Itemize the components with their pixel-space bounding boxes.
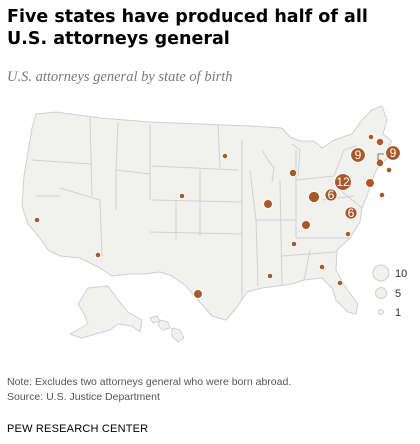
alaska [69, 285, 143, 339]
source-line: Source: U.S. Justice Department [7, 391, 160, 403]
bubble-maryland [365, 178, 375, 188]
value-label-pennsylvania: 12 [336, 175, 350, 189]
bubble-california [33, 216, 41, 224]
bubble-south-carolina [344, 230, 352, 238]
legend-circle-1 [378, 309, 384, 315]
state-borders [31, 117, 363, 300]
legend-label-10: 10 [395, 268, 407, 280]
bubble-ohio [308, 191, 320, 203]
bubble-texas [193, 289, 203, 299]
chart-title: Five states have produced half of all U.… [7, 7, 368, 49]
legend-label-5: 5 [395, 288, 401, 300]
bubble-illinois [263, 199, 273, 209]
bubble-district-of-columbia [378, 191, 386, 199]
bubble-michigan [288, 168, 298, 178]
value-label-new-york: 9 [355, 148, 362, 162]
brand-logo-text: PEW RESEARCH CENTER [7, 423, 149, 435]
bubble-north-carolina [344, 206, 358, 220]
lower-48-outline [21, 105, 393, 321]
bubble-georgia [318, 263, 326, 271]
value-label-virginia: 6 [328, 188, 335, 202]
legend-circle-10 [372, 264, 390, 282]
bubble-new-york [350, 147, 366, 163]
chart-subtitle: U.S. attorneys general by state of birth [7, 69, 233, 85]
bubble-new-hampshire [375, 137, 385, 147]
bubble-tennessee [290, 240, 298, 248]
bubble-pennsylvania [334, 173, 352, 191]
bubble-florida [336, 279, 344, 287]
bubble-rhode-island [385, 166, 393, 174]
bubble-minnesota [221, 152, 229, 160]
bubble-connecticut [375, 158, 385, 168]
value-label-north-carolina: 6 [348, 206, 355, 220]
leader-line [377, 153, 384, 161]
legend-circle-5 [375, 287, 387, 299]
bubble-nebraska [178, 192, 186, 200]
hawaii [149, 315, 185, 343]
bubble-vermont [367, 133, 375, 141]
value-label-massachusetts: 9 [390, 146, 397, 160]
size-legend: 10 5 1 [372, 264, 407, 319]
bubble-virginia [324, 188, 338, 202]
footnote: Note: Excludes two attorneys general who… [7, 376, 292, 388]
bubble-arizona [94, 251, 102, 259]
legend-label-1: 1 [395, 307, 401, 319]
land [21, 105, 393, 343]
bubble-alabama [266, 272, 274, 280]
bubble-kentucky [301, 220, 311, 230]
bubble-massachusetts [385, 145, 401, 161]
